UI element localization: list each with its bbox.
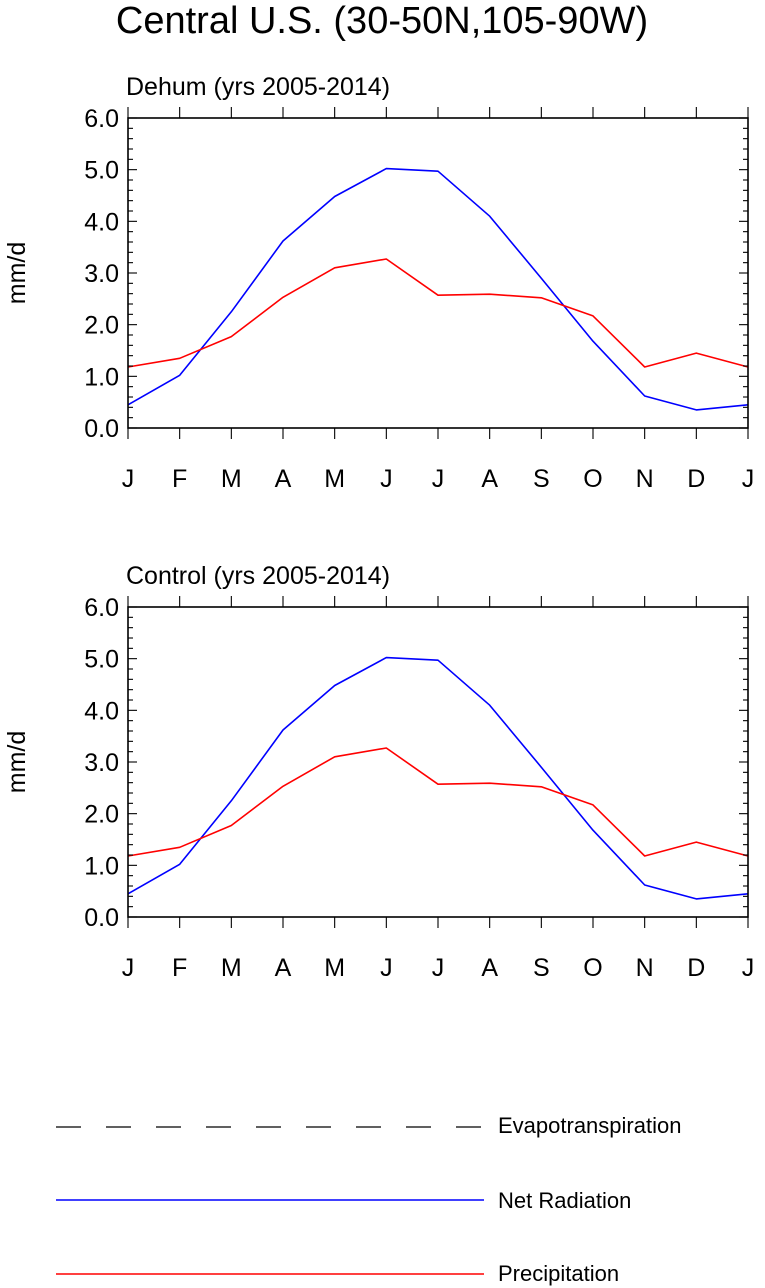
panel-title: Control (yrs 2005-2014) — [126, 562, 390, 590]
series-line-precipitation — [127, 258, 749, 368]
x-tick-label: A — [481, 465, 498, 493]
x-tick-label: O — [583, 465, 602, 493]
series-line-net-radiation — [127, 167, 749, 411]
x-tick-label: D — [687, 465, 705, 493]
x-tick-label: J — [432, 465, 445, 493]
x-tick-label: N — [636, 954, 654, 982]
x-tick-label: J — [380, 954, 393, 982]
x-tick-label: J — [742, 954, 755, 982]
x-tick-label: A — [275, 954, 292, 982]
y-tick-label: 1.0 — [84, 852, 119, 880]
plot-frame — [127, 117, 749, 429]
x-tick-label: J — [122, 465, 135, 493]
panel-title: Dehum (yrs 2005-2014) — [126, 73, 390, 101]
x-tick-label: D — [687, 954, 705, 982]
legend-label-evapotranspiration: Evapotranspiration — [498, 1113, 681, 1138]
series-line-precipitation — [127, 747, 749, 857]
x-tick-label: O — [583, 954, 602, 982]
x-tick-label: J — [432, 954, 445, 982]
x-tick-label: S — [533, 954, 550, 982]
x-tick-label: N — [636, 465, 654, 493]
main-title: Central U.S. (30-50N,105-90W) — [116, 0, 648, 42]
legend-label-precipitation: Precipitation — [498, 1261, 619, 1286]
x-tick-label: S — [533, 465, 550, 493]
panel-control: Control (yrs 2005-2014) mm/d 0.0 1.0 2.0 3.0 4… — [3, 562, 754, 982]
x-tick-label: M — [221, 954, 242, 982]
y-tick-label: 0.0 — [84, 904, 119, 932]
x-tick-label: M — [324, 465, 345, 493]
x-tick-label: A — [275, 465, 292, 493]
y-tick-label: 3.0 — [84, 749, 119, 777]
y-tick-label: 3.0 — [84, 260, 119, 288]
plot-frame — [127, 606, 749, 918]
y-tick-label: 6.0 — [84, 105, 119, 133]
y-tick-label: 4.0 — [84, 697, 119, 725]
x-tick-label: A — [481, 954, 498, 982]
y-tick-label: 1.0 — [84, 363, 119, 391]
y-tick-label: 5.0 — [84, 157, 119, 185]
y-tick-label: 4.0 — [84, 208, 119, 236]
y-tick-label: 2.0 — [84, 312, 119, 340]
x-tick-label: F — [172, 465, 187, 493]
y-axis-label: mm/d — [3, 242, 31, 305]
series-line-net-radiation — [127, 656, 749, 900]
x-tick-label: J — [380, 465, 393, 493]
x-tick-label: F — [172, 954, 187, 982]
x-tick-label: M — [221, 465, 242, 493]
legend: Evapotranspiration Net Radiation Precipi… — [56, 1113, 681, 1286]
panel-dehum: Dehum (yrs 2005-2014) mm/d 0.0 1.0 2.0 3.0 4.0… — [3, 73, 754, 493]
y-tick-label: 2.0 — [84, 801, 119, 829]
x-tick-label: J — [122, 954, 135, 982]
y-tick-label: 6.0 — [84, 594, 119, 622]
y-axis-label: mm/d — [3, 731, 31, 794]
y-tick-label: 5.0 — [84, 646, 119, 674]
x-tick-label: M — [324, 954, 345, 982]
x-tick-label: J — [742, 465, 755, 493]
legend-label-net-radiation: Net Radiation — [498, 1188, 631, 1213]
y-tick-label: 0.0 — [84, 415, 119, 443]
